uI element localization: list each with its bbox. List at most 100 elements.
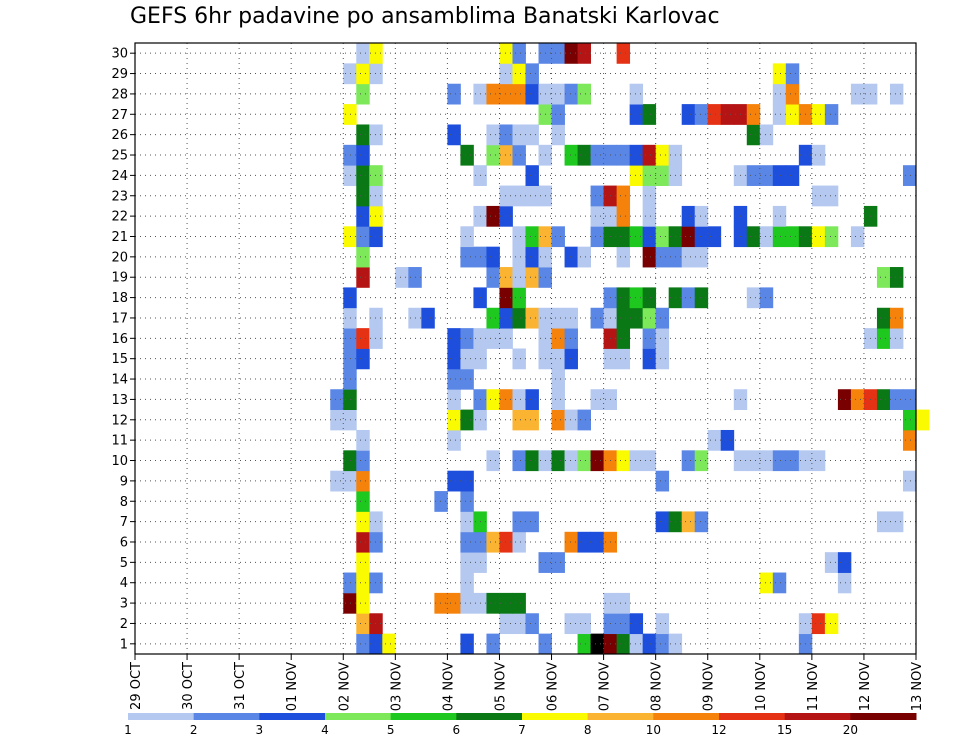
heatmap-cell [343, 287, 357, 309]
colorbar-swatch [128, 713, 195, 720]
heatmap-cell [512, 246, 526, 268]
x-tick-label: 10 NOV [754, 662, 769, 711]
heatmap-cell [655, 226, 670, 248]
heatmap-cell [876, 328, 891, 349]
heatmap-cell [447, 328, 461, 349]
y-tick-label: 18 [111, 291, 128, 306]
x-tick-label: 07 NOV [598, 662, 613, 711]
heatmap-cell [512, 613, 526, 635]
x-tick-label: 04 NOV [441, 662, 456, 711]
heatmap-cell [564, 43, 578, 64]
heatmap-cell [369, 43, 383, 64]
heatmap-cell [460, 633, 474, 655]
heatmap-cell [460, 144, 474, 166]
heatmap-cell [824, 226, 839, 248]
chart-title: GEFS 6hr padavine po ansamblima Banatski… [130, 4, 720, 29]
heatmap-cell [356, 226, 370, 248]
heatmap-cell [785, 165, 800, 186]
heatmap-cell [343, 144, 357, 166]
heatmap-cell [356, 633, 370, 655]
heatmap-cell [525, 307, 539, 329]
heatmap-cell [564, 409, 578, 431]
heatmap-cell [525, 185, 539, 207]
heatmap-cell [590, 531, 604, 553]
heatmap-cell [785, 226, 800, 248]
heatmap-cell [369, 205, 383, 227]
x-tick-label: 11 NOV [806, 662, 821, 711]
heatmap-cell [681, 511, 696, 533]
heatmap-cell [551, 226, 565, 248]
y-tick-label: 20 [111, 250, 128, 265]
heatmap-cell [564, 328, 578, 349]
heatmap-cell [577, 613, 591, 635]
heatmap-cell [460, 409, 474, 431]
heatmap-cell [655, 307, 670, 329]
heatmap-cell [642, 450, 657, 472]
heatmap-cell [889, 328, 904, 349]
heatmap-cell [447, 470, 461, 492]
heatmap-cell [746, 124, 761, 146]
x-tick-label: 03 NOV [389, 662, 404, 711]
heatmap-cell [460, 552, 474, 573]
heatmap-cell [525, 613, 539, 635]
heatmap-cell [642, 144, 657, 166]
heatmap-cell [343, 592, 357, 614]
heatmap-cell [824, 185, 839, 207]
heatmap-cell [525, 511, 539, 533]
heatmap-cell [902, 389, 917, 410]
heatmap-cell [564, 246, 578, 268]
heatmap-cell [356, 491, 370, 512]
heatmap-cell [694, 246, 709, 268]
heatmap-cell [577, 246, 591, 268]
heatmap-cell [902, 470, 917, 492]
heatmap-cell [590, 389, 604, 410]
x-tick-label: 30 OCT [181, 662, 196, 710]
heatmap-cell [512, 185, 526, 207]
heatmap-cell [434, 592, 448, 614]
y-tick-label: 15 [111, 352, 128, 367]
heatmap-cell [499, 185, 513, 207]
heatmap-cell [460, 511, 474, 533]
heatmap-cell [590, 144, 604, 166]
heatmap-cell [850, 226, 865, 248]
heatmap-cell [811, 613, 826, 635]
heatmap-cell [551, 83, 565, 105]
heatmap-cell [590, 185, 604, 207]
y-tick-label: 10 [111, 454, 128, 469]
heatmap-cell [486, 389, 500, 410]
heatmap-cell [486, 633, 500, 655]
heatmap-cell [785, 83, 800, 105]
y-tick-label: 8 [120, 495, 128, 510]
heatmap-cell [916, 409, 930, 431]
heatmap-cell [447, 124, 461, 146]
heatmap-cell [460, 572, 474, 594]
heatmap-cell [772, 226, 787, 248]
heatmap-cell [642, 104, 657, 125]
heatmap-cell [525, 83, 539, 105]
heatmap-cell [356, 429, 370, 451]
heatmap-cell [512, 287, 526, 309]
x-tick-label: 01 NOV [285, 662, 300, 711]
heatmap-cell [655, 165, 670, 186]
heatmap-cell [772, 63, 787, 85]
y-tick-label: 6 [120, 535, 128, 550]
heatmap-cell [499, 389, 513, 410]
heatmap-cell [616, 43, 631, 64]
heatmap-cell [486, 205, 500, 227]
heatmap-cell [746, 450, 761, 472]
y-tick-label: 19 [111, 271, 128, 286]
y-tick-label: 9 [120, 474, 128, 489]
heatmap-cell [512, 450, 526, 472]
heatmap-cell [629, 450, 644, 472]
heatmap-cell [486, 267, 500, 288]
heatmap-cell [681, 287, 696, 309]
heatmap-cell [889, 83, 904, 105]
heatmap-cell [629, 165, 644, 186]
heatmap-cell [512, 389, 526, 410]
heatmap-cell [343, 307, 357, 329]
heatmap-cell [629, 633, 644, 655]
heatmap-cell [551, 450, 565, 472]
x-tick-label: 29 OCT [129, 662, 144, 710]
heatmap-cell [499, 592, 513, 614]
